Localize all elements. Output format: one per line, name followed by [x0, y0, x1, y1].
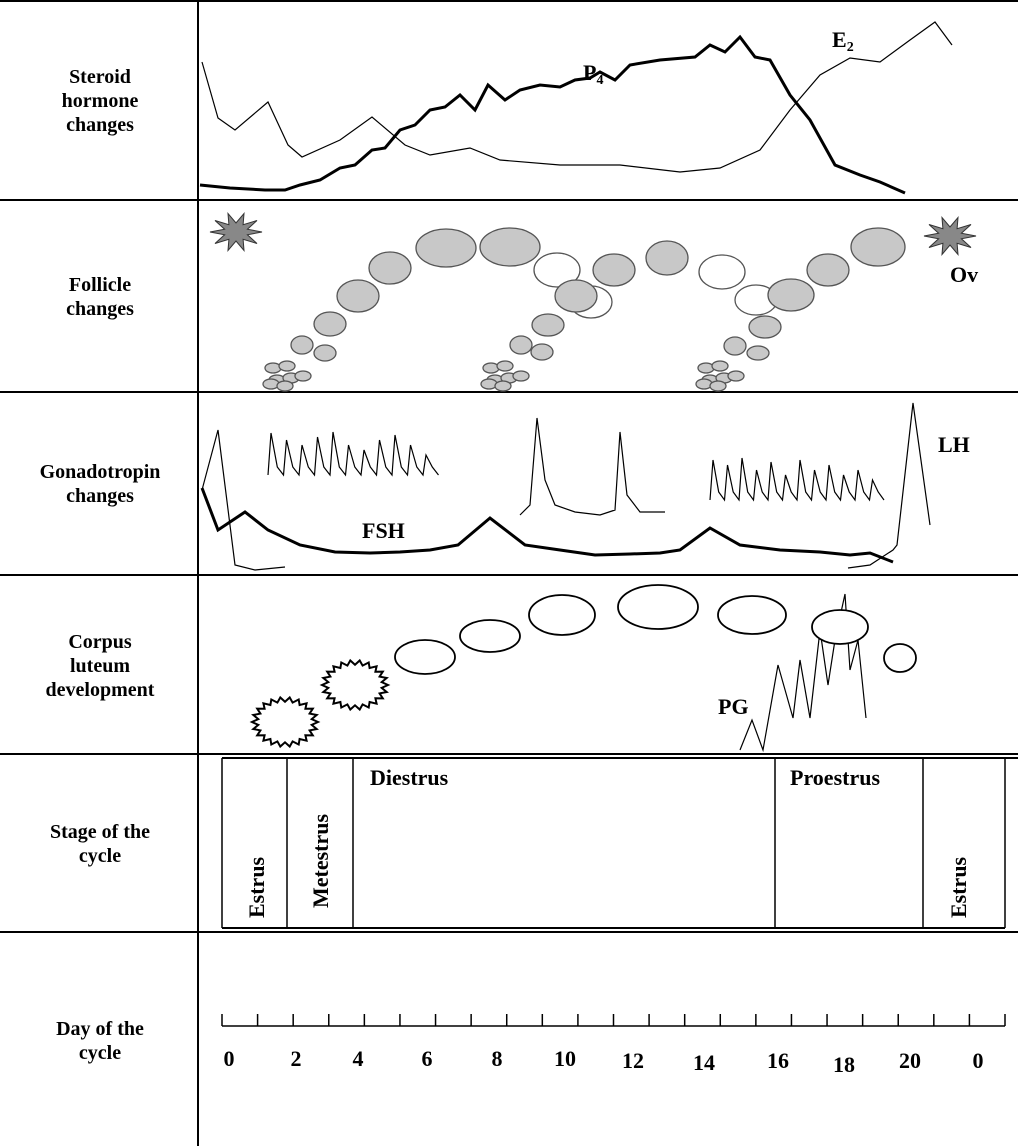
cl [883, 643, 917, 673]
symbol: E [832, 27, 847, 52]
day-label: 12 [622, 1048, 644, 1073]
small-follicle [697, 362, 715, 374]
stage: Metestrus [308, 813, 333, 908]
small-follicle [727, 370, 745, 382]
small-follicle [276, 380, 294, 392]
symbol: P [583, 60, 596, 85]
cl [528, 594, 596, 636]
star [923, 215, 977, 257]
row-label: Gonadotropin [40, 461, 161, 483]
p4-label: P4 [583, 60, 603, 88]
day-label: 4 [353, 1046, 364, 1071]
estradiol-curve [201, 21, 953, 173]
row-label: development [46, 679, 155, 701]
ov-label: Ov [950, 262, 978, 287]
row-label: hormone [62, 90, 139, 112]
lh-label: LH [938, 432, 970, 457]
small-follicle [262, 378, 280, 390]
day-label: 0 [973, 1048, 984, 1073]
row-label: Corpus [68, 631, 132, 653]
day-label: 2 [291, 1046, 302, 1071]
day-label: 16 [767, 1048, 789, 1073]
lh-curve [201, 429, 286, 571]
row-label: cycle [79, 1042, 121, 1064]
day-label: 6 [422, 1046, 433, 1071]
row-label: Steroid [69, 66, 131, 88]
small-follicle [695, 378, 713, 390]
cl [717, 595, 787, 635]
day-axis [221, 1014, 1006, 1027]
row-label: luteum [70, 655, 130, 677]
lh-surge [847, 402, 931, 569]
stage: Proestrus [790, 765, 880, 790]
e2-label: E2 [832, 27, 854, 55]
row-label: Day of the [56, 1018, 144, 1040]
small-follicle [709, 380, 727, 392]
small-follicle [494, 380, 512, 392]
row-label: changes [66, 485, 134, 507]
follicle-clusters [262, 360, 745, 392]
star [249, 695, 321, 749]
lh-pulses [267, 417, 885, 516]
pulse-train [519, 417, 665, 516]
row-label: cycle [79, 845, 121, 867]
cl-stars [249, 658, 391, 749]
day-label: 14 [693, 1050, 715, 1075]
pulse-train [267, 431, 439, 477]
row-label: changes [66, 298, 134, 320]
pg-curve [739, 593, 867, 753]
small-follicle [512, 370, 530, 382]
pg-label: PG [718, 694, 749, 719]
day-label: 8 [492, 1046, 503, 1071]
small-follicle [294, 370, 312, 382]
day-label: 0 [224, 1046, 235, 1071]
small-follicle [482, 362, 500, 374]
small-follicle [264, 362, 282, 374]
day-label: 20 [899, 1048, 921, 1073]
small-follicle [711, 360, 729, 372]
small-follicle [278, 360, 296, 372]
cl [459, 619, 521, 653]
row-label: Follicle [69, 274, 131, 296]
small-follicle [496, 360, 514, 372]
subscript: 2 [847, 40, 854, 55]
fsh-label: FSH [362, 518, 405, 543]
subscript: 4 [596, 73, 603, 88]
follicles [290, 227, 906, 362]
stage: Estrus [946, 856, 971, 918]
row-labels: SteroidhormonechangesFolliclechangesGona… [40, 66, 161, 1064]
cl [394, 639, 456, 675]
star [319, 658, 391, 712]
fsh-curve [200, 487, 894, 564]
stage: Estrus [244, 856, 269, 918]
ovulation-stars [209, 211, 977, 257]
cl [811, 609, 869, 645]
star [209, 211, 263, 253]
day-label: 18 [833, 1052, 855, 1077]
row-label: changes [66, 114, 134, 136]
row-label: Stage of the [50, 821, 150, 843]
pulse-train [709, 457, 885, 502]
stage: Diestrus [370, 765, 449, 790]
progesterone-curve [199, 34, 906, 195]
cl [617, 584, 699, 630]
small-follicle [480, 378, 498, 390]
stage-boxes [221, 757, 1018, 929]
day-label: 10 [554, 1046, 576, 1071]
